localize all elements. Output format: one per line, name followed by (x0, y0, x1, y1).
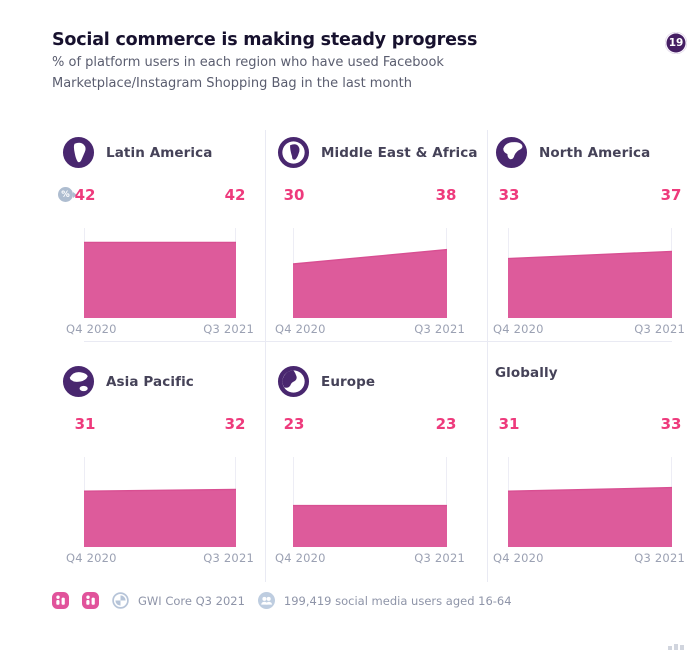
axis-label-start: Q4 2020 (275, 322, 326, 336)
region-panel-globally: Globally 31 33 Q4 2020 Q3 2021 (487, 341, 685, 583)
region-panel-asia-pacific: Asia Pacific 31 32 Q4 2020 Q3 2021 (35, 341, 265, 583)
value-q3-2021: 23 (435, 415, 457, 433)
panel-header: North America (495, 136, 650, 169)
x-axis-labels: Q4 2020 Q3 2021 (275, 551, 465, 565)
value-labels: 30 38 (284, 186, 457, 204)
value-labels: % 42 42 (58, 186, 245, 204)
panel-header: Middle East & Africa (277, 136, 478, 169)
area-chart-north-america (508, 228, 672, 318)
region-title: Asia Pacific (106, 373, 194, 390)
area-chart-middle-east-africa (293, 228, 447, 318)
value-q4-2020: 30 (283, 186, 305, 204)
corner-watermark (668, 644, 684, 650)
region-panel-latin-america: Latin America % 42 42 Q4 2020 Q3 2021 (35, 128, 265, 341)
bar-chart-icon-1[interactable] (52, 592, 69, 609)
value-q4-2020: 42 (74, 186, 96, 204)
value-q3-2021: 42 (224, 186, 246, 204)
region-panel-middle-east-africa: Middle East & Africa 30 38 Q4 2020 Q3 20… (265, 128, 487, 341)
value-labels: 33 37 (499, 186, 682, 204)
gwi-logo-icon (112, 592, 129, 609)
region-title: North America (539, 144, 651, 161)
value-q4-2020: 31 (74, 415, 96, 433)
value-q3-2021: 33 (660, 415, 682, 433)
panel-header: Globally (495, 365, 558, 381)
axis-label-start: Q4 2020 (493, 551, 544, 565)
europe-globe-icon (277, 365, 310, 398)
region-title: Latin America (106, 144, 213, 161)
value-q3-2021: 38 (435, 186, 457, 204)
x-axis-labels: Q4 2020 Q3 2021 (66, 551, 254, 565)
x-axis-labels: Q4 2020 Q3 2021 (493, 322, 685, 336)
audience-label: 199,419 social media users aged 16-64 (283, 593, 512, 608)
panel-header: Asia Pacific (62, 365, 194, 398)
middle-east-africa-globe-icon (277, 136, 310, 169)
axis-label-end: Q3 2021 (414, 551, 465, 565)
bar-chart-icon-2[interactable] (82, 592, 99, 609)
region-title: Globally (495, 365, 558, 381)
page-subtitle: % of platform users in each region who h… (52, 55, 444, 92)
column-divider (487, 130, 488, 582)
audience-group: 199,419 social media users aged 16-64 (257, 592, 512, 609)
value-q3-2021: 37 (660, 186, 682, 204)
panel-header: Latin America (62, 136, 212, 169)
right-guide-line (446, 457, 447, 547)
percent-badge: % (58, 187, 77, 202)
area-chart-latin-america (84, 228, 236, 318)
region-title: Middle East & Africa (321, 144, 478, 161)
region-title: Europe (321, 373, 376, 390)
area-chart-asia-pacific (84, 457, 236, 547)
footer: GWI Core Q3 2021 199,419 social media us… (52, 592, 512, 609)
users-icon (257, 592, 275, 609)
region-panel-europe: Europe 23 23 Q4 2020 Q3 2021 (265, 341, 487, 583)
north-america-globe-icon (495, 136, 528, 169)
value-q3-2021: 32 (224, 415, 246, 433)
value-labels: 31 33 (499, 415, 682, 433)
axis-label-start: Q4 2020 (66, 322, 117, 336)
axis-label-end: Q3 2021 (634, 322, 685, 336)
region-chart-grid: Latin America % 42 42 Q4 2020 Q3 2021 (35, 128, 685, 583)
axis-label-start: Q4 2020 (66, 551, 117, 565)
panel-header: Europe (277, 365, 375, 398)
value-labels: 23 23 (284, 415, 457, 433)
value-q4-2020: 31 (498, 415, 520, 433)
column-divider (265, 130, 266, 582)
axis-label-start: Q4 2020 (275, 551, 326, 565)
row-divider (84, 341, 672, 342)
left-guide-line (293, 457, 294, 547)
region-panel-north-america: North America 33 37 Q4 2020 Q3 2021 (487, 128, 685, 341)
x-axis-labels: Q4 2020 Q3 2021 (275, 322, 465, 336)
value-q4-2020: 23 (283, 415, 305, 433)
page-title: Social commerce is making steady progres… (52, 30, 478, 50)
axis-label-start: Q4 2020 (493, 322, 544, 336)
page-number-badge: 19 (665, 32, 687, 54)
axis-label-end: Q3 2021 (203, 322, 254, 336)
source-group: GWI Core Q3 2021 (112, 592, 245, 609)
value-q4-2020: 33 (498, 186, 520, 204)
area-chart-globally (508, 457, 672, 547)
percent-badge-label: % (61, 189, 70, 200)
x-axis-labels: Q4 2020 Q3 2021 (493, 551, 685, 565)
x-axis-labels: Q4 2020 Q3 2021 (66, 322, 254, 336)
value-labels: 31 32 (75, 415, 246, 433)
axis-label-end: Q3 2021 (414, 322, 465, 336)
area-chart-europe (293, 457, 447, 547)
latin-america-globe-icon (62, 136, 95, 169)
asia-pacific-globe-icon (62, 365, 95, 398)
axis-label-end: Q3 2021 (634, 551, 685, 565)
source-label: GWI Core Q3 2021 (138, 593, 245, 608)
axis-label-end: Q3 2021 (203, 551, 254, 565)
